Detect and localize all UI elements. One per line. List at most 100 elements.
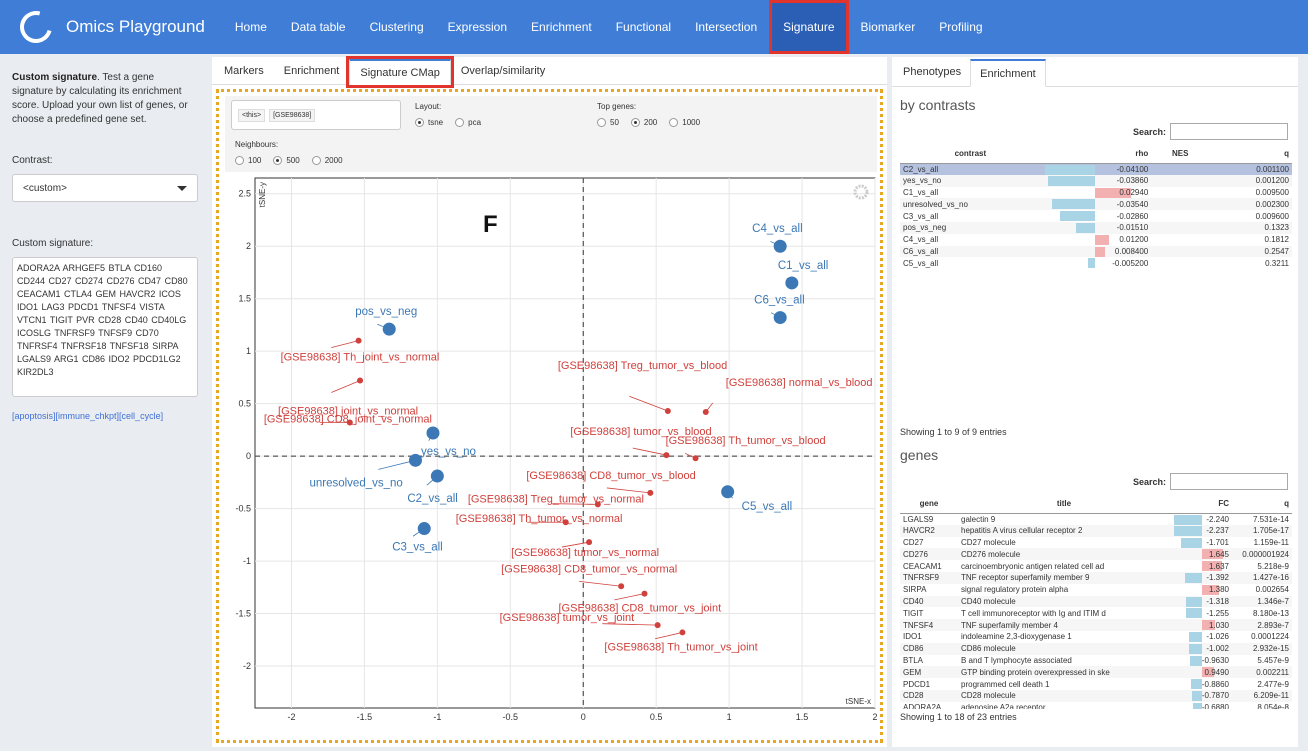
gene-row[interactable]: IDO1 indoleamine 2,3-dioxygenase 1 -1.026 0… bbox=[900, 631, 1292, 643]
gene-q-cell: 5.218e-9 bbox=[1257, 561, 1289, 571]
rho-bar bbox=[1076, 222, 1095, 233]
q-cell: 0.001200 bbox=[1191, 174, 1292, 187]
gene-q-cell: 8.054e-8 bbox=[1257, 703, 1289, 709]
genes-search-input[interactable] bbox=[1170, 473, 1288, 490]
gene-row[interactable]: SIRPA signal regulatory protein alpha 1.38… bbox=[900, 584, 1292, 596]
contrasts-search-input[interactable] bbox=[1170, 123, 1288, 140]
nav-profiling[interactable]: Profiling bbox=[939, 20, 983, 34]
tab-overlap-similarity[interactable]: Overlap/similarity bbox=[460, 65, 546, 77]
genes-scrollbox[interactable]: gene title FC q LGALS9 galectin 9 -2.240 7.… bbox=[900, 495, 1292, 709]
nes-cell bbox=[1151, 245, 1192, 258]
rho-bar bbox=[1088, 258, 1095, 269]
radio-layout-tsne[interactable] bbox=[415, 118, 424, 127]
nav-biomarker[interactable]: Biomarker bbox=[860, 20, 916, 34]
gene-q-cell: 2.932e-15 bbox=[1232, 642, 1292, 655]
tab-enrichment[interactable]: Enrichment bbox=[283, 65, 340, 77]
contrast-row[interactable]: C6_vs_all 0.008400 0.2547 bbox=[900, 245, 1292, 258]
contrast-cell: C5_vs_all bbox=[903, 258, 939, 268]
contrast-row[interactable]: C4_vs_all 0.01200 0.1812 bbox=[900, 234, 1292, 246]
contrasts-search: Search: bbox=[1133, 123, 1288, 140]
point-label: C2_vs_all bbox=[407, 493, 458, 505]
nav-intersection[interactable]: Intersection bbox=[695, 20, 758, 34]
contrast-row[interactable]: C2_vs_all -0.04100 0.001100 bbox=[900, 163, 1292, 175]
gene-row[interactable]: ADORA2A adenosine A2a receptor -0.6880 8.05… bbox=[900, 702, 1292, 709]
contrast-row[interactable]: C5_vs_all -0.005200 0.3211 bbox=[900, 257, 1292, 269]
chevron-down-icon bbox=[177, 185, 187, 191]
brand-title[interactable]: Omics Playground bbox=[66, 17, 205, 36]
gene-row[interactable]: HAVCR2 hepatitis A virus cellular recepto… bbox=[900, 524, 1292, 537]
gene-row[interactable]: CD28 CD28 molecule -0.7870 6.209e-11 bbox=[900, 689, 1292, 702]
nav-home[interactable]: Home bbox=[234, 20, 267, 34]
leader-line bbox=[606, 487, 651, 494]
radio-topgenes-200[interactable] bbox=[630, 118, 640, 127]
genes-info: Showing 1 to 18 of 23 entries bbox=[900, 712, 1017, 722]
radio-topgenes-50[interactable] bbox=[597, 118, 606, 127]
col-q[interactable]: q bbox=[1191, 145, 1292, 164]
q-cell: 0.002300 bbox=[1191, 198, 1292, 211]
radio-topgenes-1000[interactable] bbox=[669, 118, 679, 127]
y-tick-label: 0 bbox=[246, 451, 251, 461]
gene-q-cell: 0.002654 bbox=[1255, 585, 1289, 595]
leader-line bbox=[614, 593, 645, 601]
nav-functional[interactable]: Functional bbox=[615, 20, 672, 34]
fc-bar bbox=[1189, 631, 1202, 642]
signature-textarea[interactable]: ADORA2A ARHGEF5 BTLA CD160 CD244 CD27 CD… bbox=[12, 257, 198, 397]
gear-icon[interactable] bbox=[853, 184, 869, 200]
fc-cell: -0.7870 bbox=[1170, 689, 1232, 702]
col-fc[interactable]: FC bbox=[1170, 495, 1232, 514]
gene-title-cell: adenosine A2a receptor bbox=[961, 703, 1046, 709]
gene-row[interactable]: PDCD1 programmed cell death 1 -0.8860 2.477… bbox=[900, 678, 1292, 690]
radio-neighbours-100[interactable] bbox=[235, 156, 244, 165]
gene-row[interactable]: TNFRSF9 TNF receptor superfamily member 9… bbox=[900, 571, 1292, 584]
topgenes-option-1000: 1000 bbox=[682, 118, 701, 127]
chip-dataset[interactable]: [GSE98638] bbox=[269, 108, 316, 122]
radio-layout-pca[interactable] bbox=[455, 118, 465, 127]
leader-line bbox=[727, 491, 733, 499]
fc-bar bbox=[1180, 537, 1202, 548]
cmap-scatter-plot[interactable]: -2 -1.5 -1 -0.5 0 0.5 1 1.5 2 -2 -1.5 -1 -0.5 0 0.5 1 1.… bbox=[225, 176, 879, 736]
nav-clustering[interactable]: Clustering bbox=[369, 20, 424, 34]
gene-cell: PDCD1 bbox=[903, 679, 931, 689]
nav-enrichment[interactable]: Enrichment bbox=[531, 20, 592, 34]
gene-row[interactable]: CEACAM1 carcinoembryonic antigen related … bbox=[900, 560, 1292, 572]
fc-cell: 1.645 bbox=[1170, 548, 1232, 561]
gene-row[interactable]: GEM GTP binding protein overexpressed in … bbox=[900, 666, 1292, 679]
col-contrast[interactable]: contrast bbox=[900, 145, 1041, 164]
fc-value: 0.9490 bbox=[1204, 667, 1229, 677]
col-gene[interactable]: gene bbox=[900, 495, 958, 514]
gene-row[interactable]: CD276 CD276 molecule 1.645 0.000001924 bbox=[900, 548, 1292, 561]
tab-markers[interactable]: Markers bbox=[224, 65, 264, 77]
nav-data-table[interactable]: Data table bbox=[290, 20, 346, 34]
contrast-row[interactable]: C1_vs_all 0.02940 0.009500 bbox=[900, 187, 1292, 199]
col-title[interactable]: title bbox=[958, 495, 1170, 514]
gene-q-cell: 0.002211 bbox=[1232, 666, 1292, 679]
geneset-links[interactable]: [apoptosis][immune_chkpt][cell_cycle] bbox=[12, 411, 164, 421]
gene-row[interactable]: TIGIT T cell immunoreceptor with Ig and I… bbox=[900, 607, 1292, 619]
gene-row[interactable]: CD86 CD86 molecule -1.002 2.932e-15 bbox=[900, 642, 1292, 655]
gene-row[interactable]: BTLA B and T lymphocyte associated -0.9630… bbox=[900, 655, 1292, 667]
radio-neighbours-2000[interactable] bbox=[311, 156, 321, 165]
chip-this[interactable]: <this> bbox=[238, 108, 266, 122]
contrast-row[interactable]: yes_vs_no -0.03860 0.001200 bbox=[900, 174, 1292, 187]
dataset-selector[interactable]: <this> [GSE98638] bbox=[231, 100, 401, 130]
fc-cell: -1.318 bbox=[1170, 595, 1232, 608]
col-nes[interactable]: NES bbox=[1151, 145, 1192, 164]
fc-bar bbox=[1202, 667, 1214, 678]
tab-phenotypes[interactable]: Phenotypes bbox=[903, 66, 962, 78]
nav-expression[interactable]: Expression bbox=[447, 20, 508, 34]
contrast-row[interactable]: pos_vs_neg -0.01510 0.1323 bbox=[900, 221, 1292, 234]
col-rho[interactable]: rho bbox=[1040, 145, 1152, 164]
fc-cell: 1.380 bbox=[1170, 584, 1232, 596]
gene-row[interactable]: TNFSF4 TNF superfamily member 4 1.030 2.893… bbox=[900, 619, 1292, 631]
nav-signature[interactable]: Signature bbox=[769, 0, 849, 54]
tab-signature-cmap[interactable]: Signature CMap bbox=[346, 56, 454, 88]
tab-enrichment-right[interactable]: Enrichment bbox=[970, 59, 1046, 87]
gene-row[interactable]: CD40 CD40 molecule -1.318 1.346e-7 bbox=[900, 595, 1292, 608]
contrast-row[interactable]: C3_vs_all -0.02860 0.009600 bbox=[900, 210, 1292, 222]
contrast-select[interactable]: <custom> bbox=[12, 174, 198, 202]
col-gq[interactable]: q bbox=[1232, 495, 1292, 514]
gene-row[interactable]: LGALS9 galectin 9 -2.240 7.531e-14 bbox=[900, 513, 1292, 525]
radio-neighbours-500[interactable] bbox=[273, 156, 283, 165]
gene-row[interactable]: CD27 CD27 molecule -1.701 1.159e-11 bbox=[900, 537, 1292, 549]
contrast-row[interactable]: unresolved_vs_no -0.03540 0.002300 bbox=[900, 198, 1292, 211]
